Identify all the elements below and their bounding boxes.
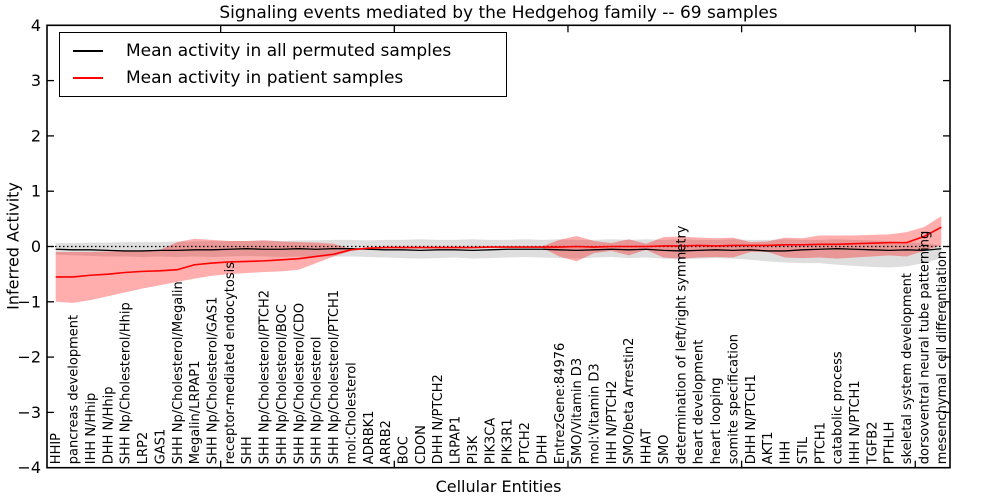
x-category-label: heart development	[692, 340, 707, 465]
x-category-label: ARRB2	[379, 420, 394, 464]
x-category-label: SMO	[657, 434, 672, 464]
x-category-label: receptor-mediated endocytosis	[223, 262, 238, 464]
x-category-label: IHH	[779, 441, 794, 464]
x-category-label: mesenchymal cell differentiation	[935, 251, 950, 464]
y-tick-label: 2	[31, 126, 41, 145]
x-category-label: catabolic process	[831, 351, 846, 464]
x-category-label: IHH N/PTCH1	[848, 380, 863, 464]
x-category-label: CDON	[414, 425, 429, 464]
x-category-label: mol:Vitamin D3	[588, 363, 603, 464]
legend-label-patient: Mean activity in patient samples	[126, 68, 404, 88]
x-axis-label: Cellular Entities	[435, 477, 562, 496]
x-category-label: BOC	[397, 436, 412, 464]
x-category-label: pancreas development	[67, 315, 82, 464]
x-category-label: DHH	[535, 435, 550, 465]
x-category-label: LRP2	[136, 432, 151, 464]
x-category-label: STIL	[796, 436, 811, 464]
x-category-label: DHH N/Hhip	[101, 387, 116, 465]
x-category-label: PTHLH	[883, 422, 898, 465]
legend: Mean activity in all permuted samples Me…	[59, 32, 507, 97]
x-category-label: SMO/beta Arrestin2	[622, 338, 637, 465]
x-category-label: SHH Np/Cholesterol/Hhip	[119, 302, 134, 464]
x-category-label: HHIP	[49, 433, 64, 464]
legend-entry-patient: Mean activity in patient samples	[60, 68, 506, 88]
patient-samples-range-band	[55, 216, 942, 303]
x-category-label: AKT1	[761, 432, 776, 465]
x-category-label: SHH Np/Cholesterol	[310, 337, 325, 465]
x-category-label: determination of left/right symmetry	[674, 225, 689, 464]
y-tick-label: 1	[31, 182, 41, 201]
x-category-label: skeletal system development	[900, 273, 915, 464]
x-category-label: GAS1	[153, 429, 168, 465]
x-category-label: SHH Np/Cholesterol/PTCH1	[327, 290, 342, 464]
x-category-label: SHH	[240, 436, 255, 464]
series-line-permuted	[55, 248, 942, 252]
x-category-label: PI3K	[466, 435, 481, 464]
permuted-line-swatch	[73, 50, 103, 52]
y-tick-label: −2	[17, 348, 41, 367]
x-category-label: SHH Np/Cholesterol/PTCH2	[258, 290, 273, 464]
x-category-label: heart looping	[709, 378, 724, 465]
x-category-label: SHH Np/Cholesterol/Megalin	[171, 281, 186, 464]
x-category-label: ADRBK1	[362, 411, 377, 465]
legend-label-permuted: Mean activity in all permuted samples	[126, 41, 452, 61]
series-line-patient	[55, 226, 942, 278]
y-tick-label: 3	[31, 71, 41, 90]
x-category-label: somite specification	[726, 334, 741, 464]
y-tick-label: 4	[31, 16, 41, 35]
x-category-label: PTCH1	[813, 422, 828, 464]
x-category-label: SHH Np/Cholesterol/BOC	[275, 304, 290, 464]
x-category-label: TGFB2	[865, 422, 880, 466]
y-tick-label: −3	[17, 403, 41, 422]
x-category-label: LRPAP1	[449, 416, 464, 464]
x-category-label: DHH N/PTCH1	[744, 374, 759, 464]
x-category-label: mol:Cholesterol	[344, 362, 359, 464]
x-category-label: SMO/Vitamin D3	[570, 358, 585, 464]
x-category-label: IHH N/Hhip	[84, 393, 99, 465]
x-category-label: Megalin/LRPAP1	[188, 361, 203, 465]
x-category-label: SHH Np/Cholesterol/GAS1	[205, 297, 220, 465]
chart-title: Signaling events mediated by the Hedgeho…	[219, 3, 778, 23]
x-category-label: DHH N/PTCH2	[431, 374, 446, 464]
y-tick-label: −4	[17, 458, 41, 477]
y-axis-label: Inferred Activity	[3, 182, 23, 310]
legend-entry-permuted: Mean activity in all permuted samples	[60, 41, 506, 61]
y-tick-label: −1	[17, 292, 41, 311]
x-category-label: PIK3CA	[483, 418, 498, 465]
x-category-label: PTCH2	[518, 422, 533, 464]
x-category-label: SHH Np/Cholesterol/CDO	[292, 303, 307, 464]
x-category-label: PIK3R1	[501, 418, 516, 464]
x-category-label: IHH N/PTCH2	[605, 380, 620, 464]
x-category-label: HHAT	[640, 429, 655, 464]
x-category-label: dorsoventral neural tube patterning	[917, 231, 932, 464]
x-category-label: EntrezGene:84976	[553, 343, 568, 464]
y-tick-label: 0	[31, 237, 41, 256]
patient-line-swatch	[73, 77, 103, 79]
